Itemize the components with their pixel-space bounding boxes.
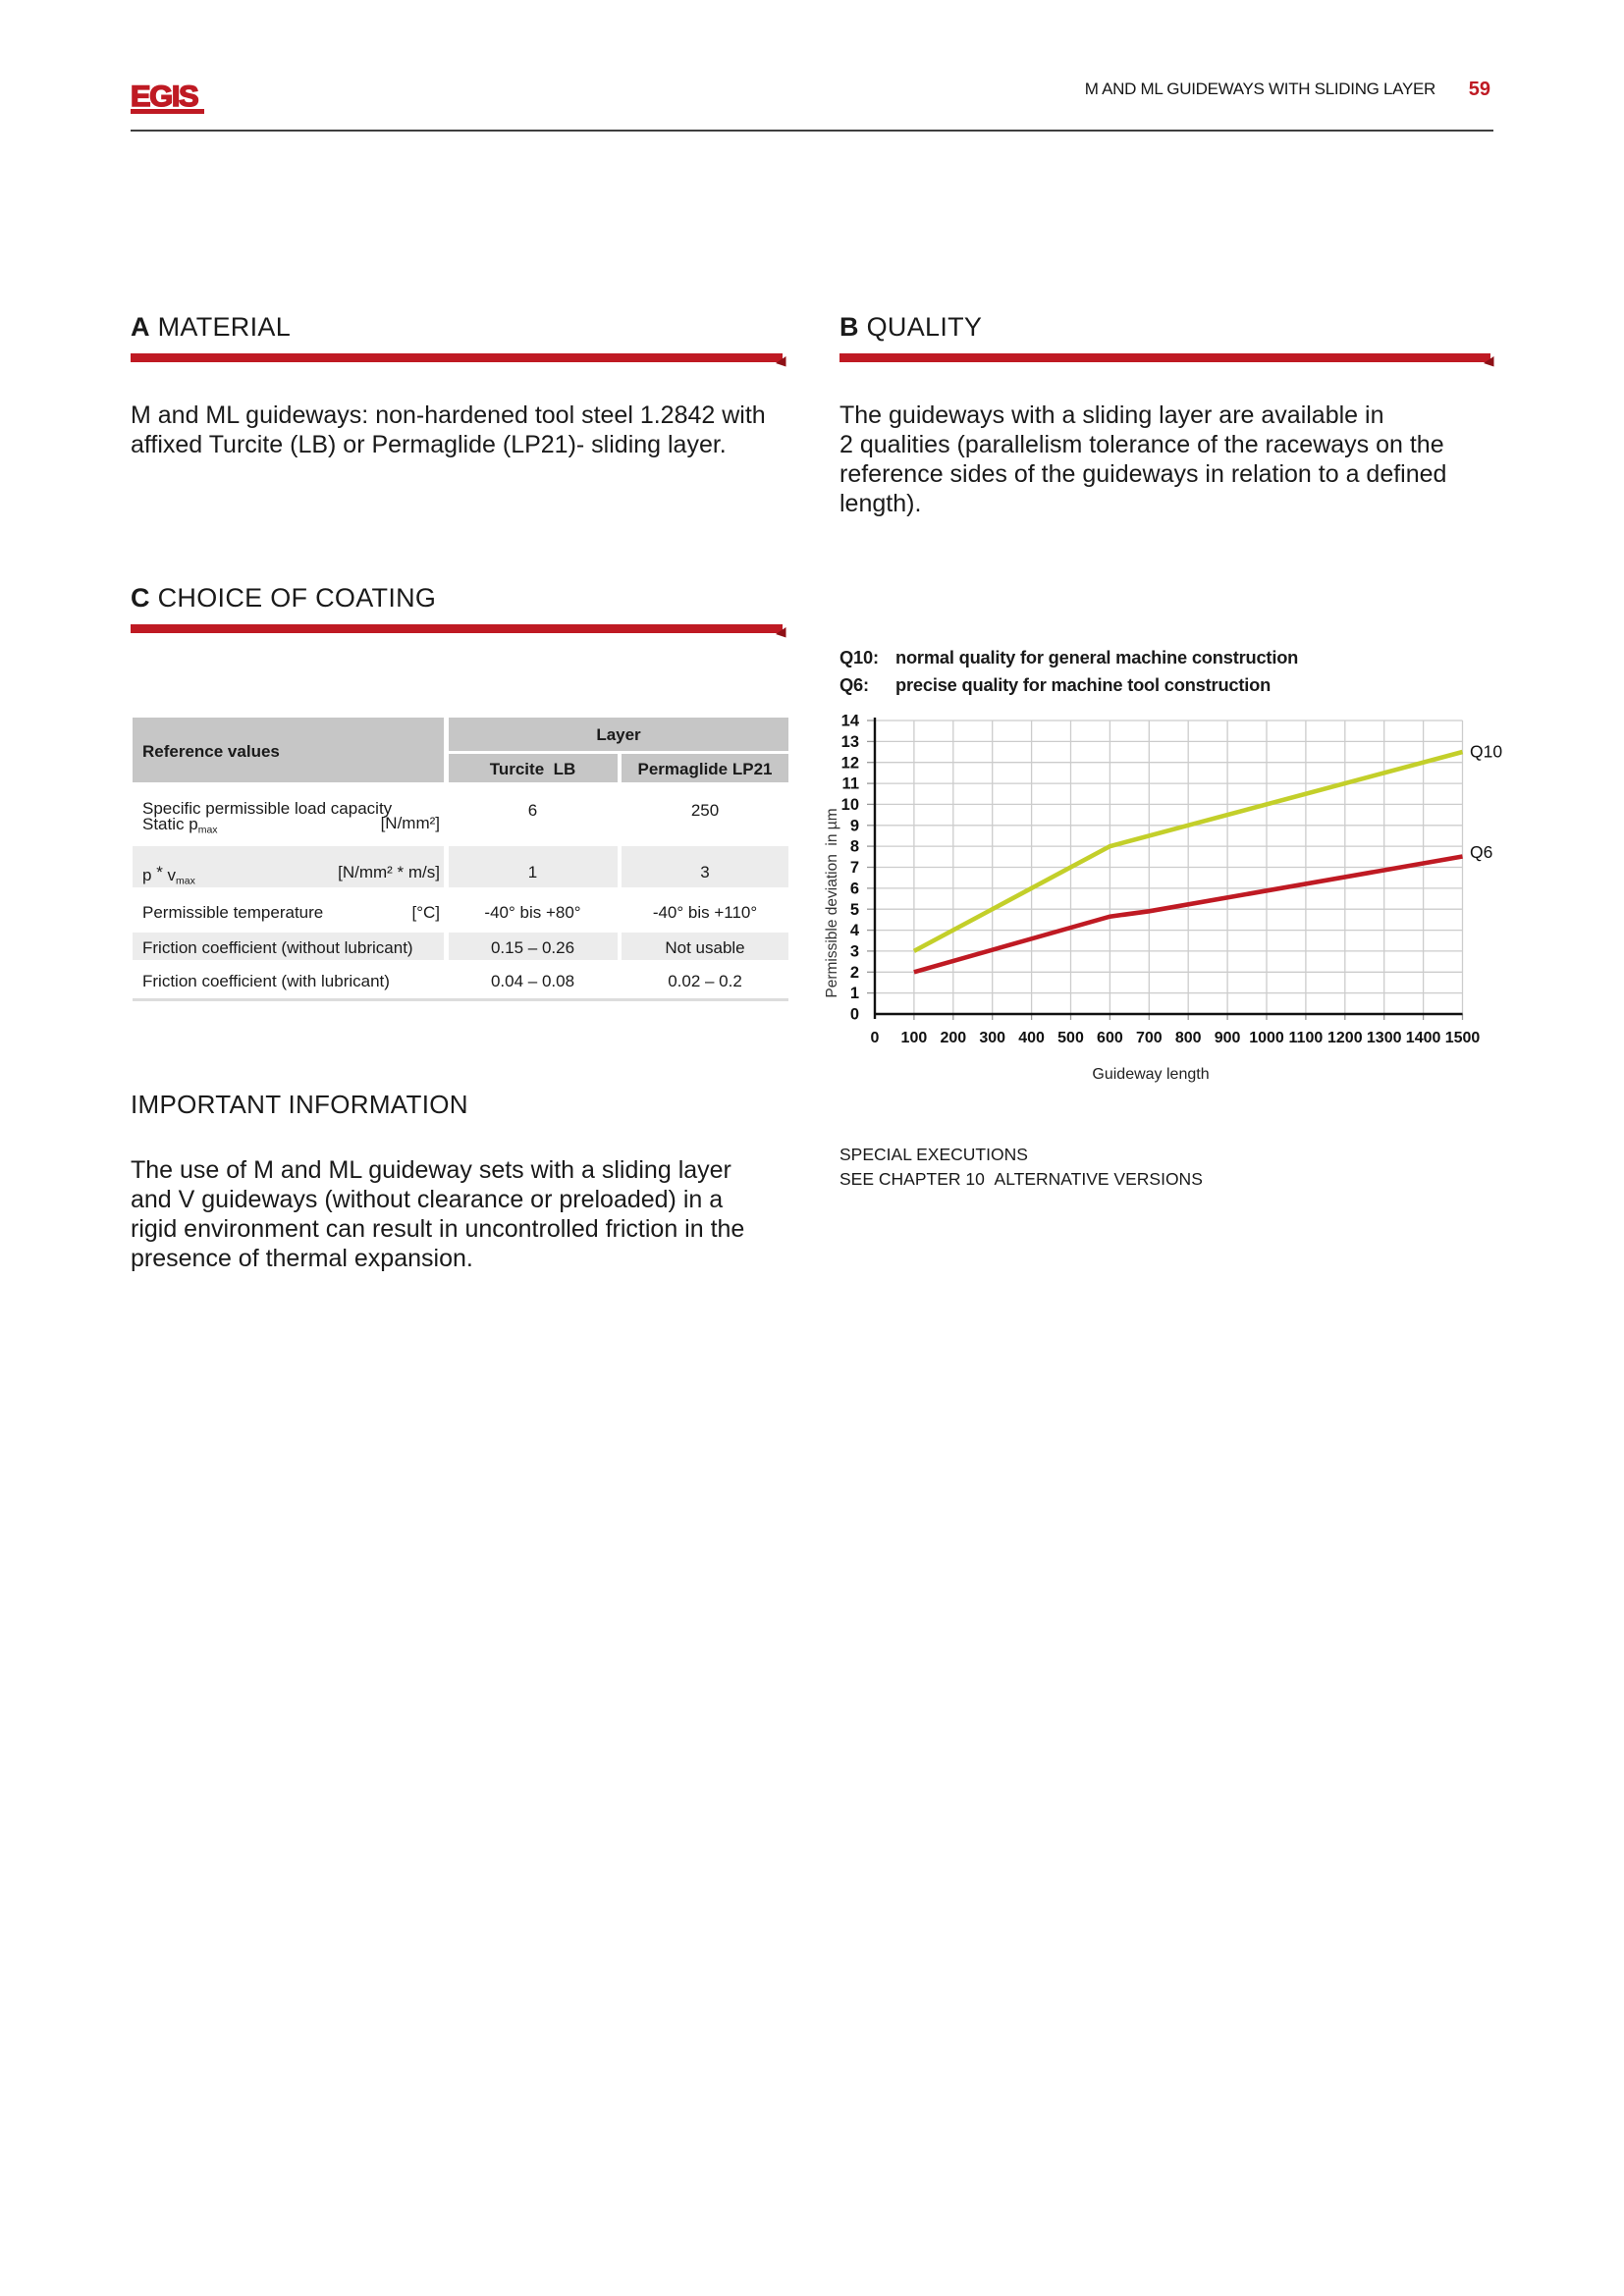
svg-text:1100: 1100 — [1289, 1030, 1324, 1046]
svg-text:1300: 1300 — [1367, 1030, 1402, 1046]
svg-text:500: 500 — [1057, 1030, 1084, 1046]
svg-text:5: 5 — [850, 901, 859, 919]
svg-text:Permissible deviation in µm: Permissible deviation in µm — [824, 808, 840, 997]
svg-text:4: 4 — [850, 922, 860, 939]
svg-text:6: 6 — [850, 881, 859, 898]
svg-text:100: 100 — [901, 1030, 928, 1046]
svg-text:800: 800 — [1175, 1030, 1202, 1046]
svg-text:300: 300 — [979, 1030, 1005, 1046]
svg-text:Q6: Q6 — [1470, 842, 1492, 862]
svg-text:3: 3 — [850, 943, 859, 961]
svg-text:1400: 1400 — [1406, 1030, 1441, 1046]
svg-text:0: 0 — [871, 1030, 880, 1046]
svg-text:8: 8 — [850, 838, 859, 856]
svg-text:1500: 1500 — [1445, 1030, 1481, 1046]
svg-text:1: 1 — [850, 985, 859, 1002]
svg-text:12: 12 — [841, 754, 859, 772]
svg-text:11: 11 — [842, 775, 859, 793]
svg-text:2: 2 — [850, 964, 859, 982]
svg-text:200: 200 — [940, 1030, 966, 1046]
svg-text:14: 14 — [841, 713, 860, 730]
svg-text:1000: 1000 — [1249, 1030, 1284, 1046]
svg-text:700: 700 — [1136, 1030, 1163, 1046]
svg-text:Guideway length: Guideway length — [1092, 1066, 1209, 1083]
svg-text:1200: 1200 — [1327, 1030, 1363, 1046]
svg-text:9: 9 — [850, 817, 859, 834]
svg-text:13: 13 — [841, 733, 859, 751]
svg-text:600: 600 — [1097, 1030, 1123, 1046]
svg-text:Q10: Q10 — [1470, 742, 1502, 762]
svg-text:7: 7 — [850, 859, 859, 877]
svg-text:400: 400 — [1018, 1030, 1045, 1046]
svg-text:900: 900 — [1215, 1030, 1241, 1046]
svg-text:0: 0 — [850, 1006, 859, 1024]
svg-text:10: 10 — [841, 796, 859, 814]
